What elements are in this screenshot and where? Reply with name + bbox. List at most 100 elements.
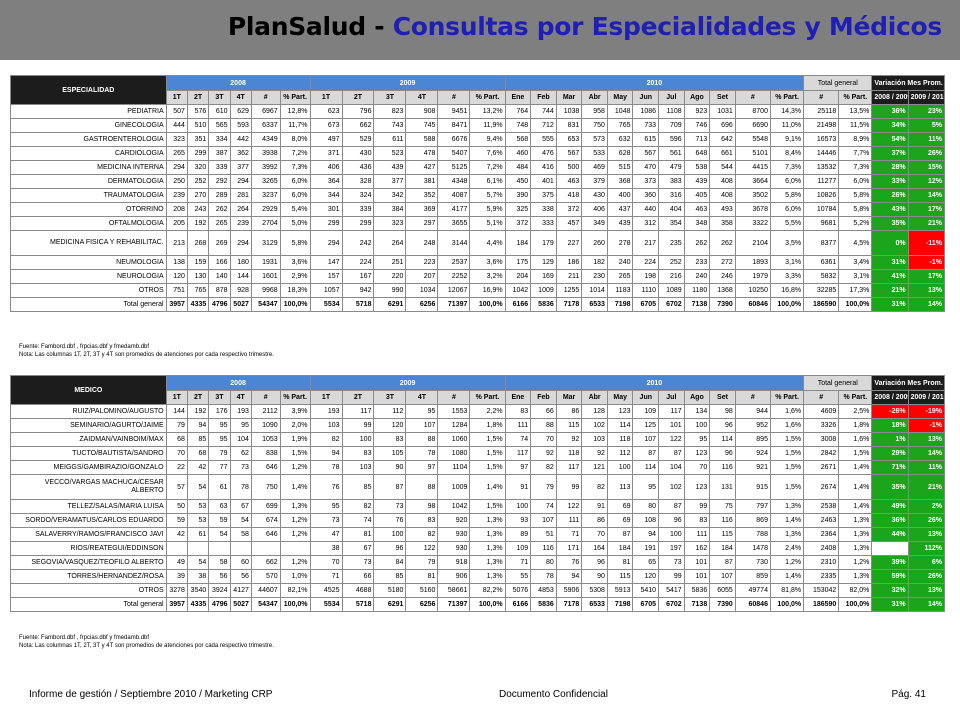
cell-value: 478 bbox=[405, 146, 439, 161]
cell-value: 115 bbox=[555, 418, 583, 433]
cell-value: 66 bbox=[341, 569, 375, 584]
table-row: OTROS 751 765 878 928 9968 18,3% 1057 942 990 1034… bbox=[10, 283, 946, 298]
cell-value: 75 bbox=[709, 499, 736, 514]
cell-value: 109 bbox=[504, 541, 532, 556]
cell-value: 85 bbox=[341, 474, 375, 500]
variation-cell: 17% bbox=[907, 202, 946, 217]
cell-value: 4525 bbox=[309, 583, 343, 598]
cell-value: 746 bbox=[683, 118, 711, 133]
cell-value: 338 bbox=[530, 202, 557, 217]
cell-value: 2,9% bbox=[279, 269, 311, 284]
month-header: Abr bbox=[581, 90, 608, 105]
cell-value: 2538 bbox=[803, 499, 840, 514]
cell-value: 5027 bbox=[229, 597, 252, 612]
cell-value: 100 bbox=[683, 418, 711, 433]
total-row: Total general 3957 4335 4796 5027 54347 100,0%… bbox=[10, 297, 946, 312]
row-name: OTORRINO bbox=[10, 202, 167, 217]
cell-value: 65 bbox=[632, 555, 660, 570]
cell-value: 123 bbox=[606, 404, 634, 419]
cell-value: 184 bbox=[504, 230, 532, 256]
cell-value: 73 bbox=[658, 555, 685, 570]
cell-value: 117 bbox=[555, 460, 583, 475]
cell-value: 869 bbox=[734, 513, 771, 528]
cell-value: 484 bbox=[504, 160, 532, 175]
month-header: Ene bbox=[504, 390, 532, 405]
cell-value: 80 bbox=[632, 499, 660, 514]
cell-value: 1,2% bbox=[279, 527, 311, 542]
cell-value: 379 bbox=[581, 174, 608, 189]
cell-value: 100 bbox=[504, 499, 532, 514]
cell-value: 96 bbox=[581, 555, 608, 570]
cell-value: 90 bbox=[581, 569, 608, 584]
cell-value: 6967 bbox=[250, 104, 281, 119]
cell-value: 95 bbox=[309, 499, 343, 514]
cell-value: 4335 bbox=[186, 597, 210, 612]
cell-value: 1284 bbox=[437, 418, 471, 433]
cell-value: 120 bbox=[632, 569, 660, 584]
cell-value: 662 bbox=[250, 555, 281, 570]
cell-value: 76 bbox=[555, 555, 583, 570]
cell-value: 2408 bbox=[803, 541, 840, 556]
cell-value: 1,2% bbox=[838, 555, 873, 570]
cell-value: 7198 bbox=[606, 597, 634, 612]
cell-value: 7,3% bbox=[769, 160, 805, 175]
cell-value: 198 bbox=[632, 269, 660, 284]
cell-value: 182 bbox=[581, 255, 608, 270]
month-header: Jul bbox=[658, 90, 685, 105]
cell-value: 70 bbox=[309, 555, 343, 570]
header-row-columns: 1T 2T 3T 4T #% Part. 1T 2T 3T 4T #% Part. Ene Feb Ma… bbox=[11, 390, 946, 405]
cell-value: 653 bbox=[555, 132, 583, 147]
cell-value: 6291 bbox=[373, 297, 407, 312]
cell-value: 878 bbox=[208, 283, 231, 298]
pct-part-header: % Part. bbox=[838, 390, 873, 405]
cell-value: 9,1% bbox=[769, 132, 805, 147]
variation-cell: 31% bbox=[871, 297, 909, 312]
variation-cell: 12% bbox=[907, 174, 946, 189]
quarter-header: 1T bbox=[309, 90, 343, 105]
cell-value: 921 bbox=[734, 460, 771, 475]
cell-value: 96 bbox=[709, 418, 736, 433]
quarter-header: 2T bbox=[186, 90, 210, 105]
cell-value: 54 bbox=[186, 474, 210, 500]
cell-value: 2,4% bbox=[769, 541, 805, 556]
cell-value: 6533 bbox=[581, 597, 608, 612]
cell-value: 596 bbox=[658, 132, 685, 147]
table-row: GINECOLOGIA 444 510 565 593 6337 11,7% 673 662 74… bbox=[10, 118, 946, 133]
cell-value: 533 bbox=[581, 146, 608, 161]
cell-value: 95 bbox=[208, 418, 231, 433]
cell-value: 82 bbox=[581, 474, 608, 500]
year-header-2010: 2010 bbox=[504, 75, 805, 91]
cell-value: 100,0% bbox=[279, 297, 311, 312]
month-header: Mar bbox=[555, 390, 583, 405]
cell-value: 5718 bbox=[341, 597, 375, 612]
cell-value: 573 bbox=[581, 132, 608, 147]
cell-value: 224 bbox=[341, 255, 375, 270]
cell-value: 248 bbox=[405, 230, 439, 256]
cell-value: 646 bbox=[250, 527, 281, 542]
cell-value: 493 bbox=[709, 202, 736, 217]
cell-value: 6702 bbox=[658, 597, 685, 612]
cell-value: 439 bbox=[373, 160, 407, 175]
cell-value: 593 bbox=[229, 118, 252, 133]
cell-value: 5718 bbox=[341, 297, 375, 312]
cell-value: 101 bbox=[683, 569, 711, 584]
cell-value: 1,5% bbox=[769, 460, 805, 475]
cell-value: 60846 bbox=[734, 297, 771, 312]
cell-value: 7198 bbox=[606, 297, 634, 312]
cell-value: 281 bbox=[229, 188, 252, 203]
table-row: NEUMOLOGIA 138 159 166 180 1931 3,6% 147 224 251 2… bbox=[10, 255, 946, 270]
cell-value: 2929 bbox=[250, 202, 281, 217]
cell-value: 79 bbox=[208, 446, 231, 461]
variation-cell: 14% bbox=[907, 188, 946, 203]
cell-value: 103 bbox=[581, 432, 608, 447]
table-row: TUCTO/BAUTISTA/SANDRO 70 68 79 62 838 1,5% 94 83… bbox=[10, 446, 946, 461]
cell-value: 59 bbox=[208, 513, 231, 528]
cell-value: 323 bbox=[165, 132, 188, 147]
cell-value: 117 bbox=[341, 404, 375, 419]
variation-cell: 59% bbox=[871, 569, 909, 584]
cell-value: 661 bbox=[709, 146, 736, 161]
month-header: Jun bbox=[632, 90, 660, 105]
variation-cell: -26% bbox=[871, 404, 909, 419]
medico-table: MEDICO 2008 2009 2010 Total general Variación… bbox=[10, 375, 946, 612]
cell-value: 73 bbox=[373, 499, 407, 514]
